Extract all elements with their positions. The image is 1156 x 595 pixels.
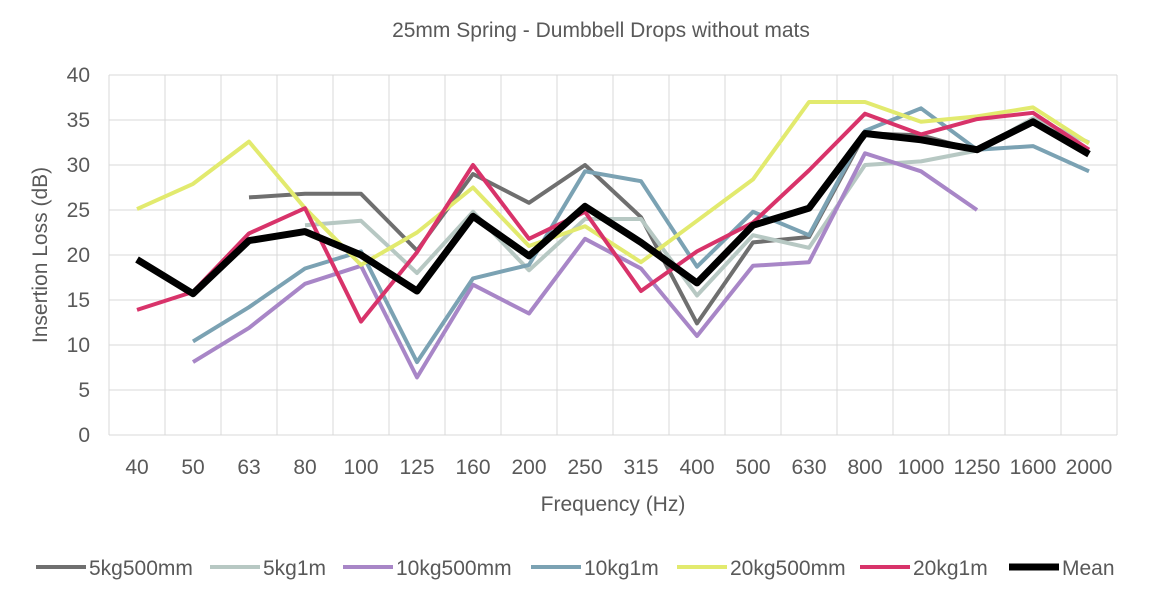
legend: 5kg500mm 5kg1m 10kg500mm 10kg1m 20kg500mm 20k… <box>36 557 1115 580</box>
legend-label: 20kg500mm <box>730 557 846 580</box>
x-tick-label: 50 <box>181 456 204 479</box>
legend-label: 5kg500mm <box>89 557 193 580</box>
y-tick-label: 0 <box>78 424 90 447</box>
legend-item-10kg500mm: 10kg500mm <box>343 557 512 580</box>
y-tick-label: 5 <box>78 379 90 402</box>
legend-label: 20kg1m <box>913 557 988 580</box>
x-tick-label: 630 <box>791 456 826 479</box>
y-tick-label: 25 <box>67 199 90 222</box>
x-tick-label: 315 <box>623 456 658 479</box>
legend-item-5kg500mm: 5kg500mm <box>36 557 193 580</box>
legend-item-20kg1m: 20kg1m <box>860 557 988 580</box>
x-tick-label: 40 <box>125 456 148 479</box>
legend-label: 5kg1m <box>263 557 326 580</box>
legend-item-20kg500mm: 20kg500mm <box>677 557 846 580</box>
x-tick-label: 1250 <box>954 456 1001 479</box>
legend-label: Mean <box>1062 557 1115 580</box>
y-tick-label: 30 <box>67 154 90 177</box>
y-tick-label: 40 <box>67 64 90 87</box>
x-tick-label: 250 <box>567 456 602 479</box>
y-tick-label: 10 <box>67 334 90 357</box>
legend-item-10kg1m: 10kg1m <box>531 557 659 580</box>
legend-item-mean: Mean <box>1009 557 1115 580</box>
x-tick-label: 400 <box>679 456 714 479</box>
x-axis-label: Frequency (Hz) <box>541 493 686 516</box>
y-tick-label: 20 <box>67 244 90 267</box>
legend-label: 10kg500mm <box>396 557 512 580</box>
y-tick-label: 15 <box>67 289 90 312</box>
legend-label: 10kg1m <box>584 557 659 580</box>
x-tick-label: 160 <box>455 456 490 479</box>
x-axis-ticks: 40 50 63 80 100 125 160 200 250 315 400 500 630 800 10… <box>125 456 1112 479</box>
x-tick-label: 2000 <box>1066 456 1113 479</box>
x-tick-label: 63 <box>237 456 260 479</box>
x-tick-label: 200 <box>511 456 546 479</box>
x-tick-label: 1600 <box>1010 456 1057 479</box>
x-tick-label: 80 <box>293 456 316 479</box>
x-tick-label: 1000 <box>898 456 945 479</box>
x-tick-label: 500 <box>735 456 770 479</box>
x-tick-label: 125 <box>399 456 434 479</box>
y-axis-ticks: 0 5 10 15 20 25 30 35 40 <box>67 64 90 447</box>
x-tick-label: 100 <box>343 456 378 479</box>
y-tick-label: 35 <box>67 109 90 132</box>
legend-item-5kg1m: 5kg1m <box>210 557 326 580</box>
y-axis-label: Insertion Loss (dB) <box>29 167 52 343</box>
chart-title: 25mm Spring - Dumbbell Drops without mat… <box>392 19 810 42</box>
x-tick-label: 800 <box>847 456 882 479</box>
